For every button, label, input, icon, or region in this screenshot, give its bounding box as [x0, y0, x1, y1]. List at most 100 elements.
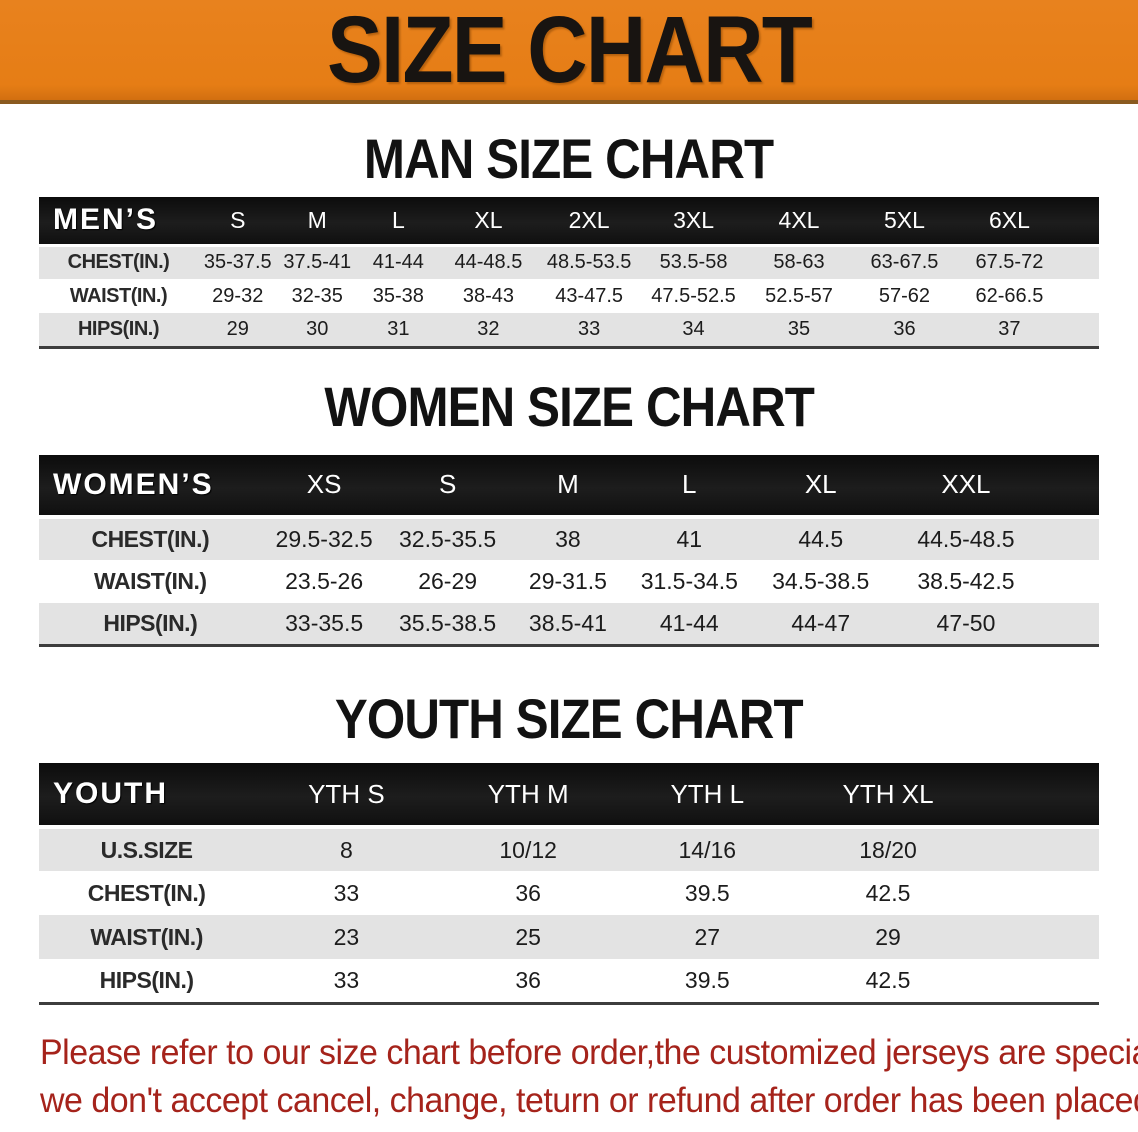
- youth-size-chart-heading: YOUTH SIZE CHART: [0, 691, 1138, 747]
- value-cell: 53.5-58: [659, 251, 728, 274]
- table-header-row: MEN’S S M L XL 2XL 3XL 4XL 5XL 6XL: [39, 197, 1099, 247]
- value-cell: 35-37.5: [203, 251, 272, 274]
- size-chart-banner: SIZE CHART: [0, 0, 1138, 104]
- filler-cell: [1062, 279, 1099, 313]
- size-header-cell: YTH XL: [796, 763, 980, 829]
- filler-cell: [1042, 560, 1099, 603]
- value-cell: 31.5-34.5: [640, 567, 738, 594]
- filler-cell: [1041, 454, 1099, 519]
- table-title-cell: WOMEN’S: [39, 454, 262, 519]
- size-header-cell: YTH S: [254, 763, 439, 829]
- value-cell: 36: [515, 966, 541, 993]
- table-header-row: WOMEN’S XS S M L XL XXL: [39, 454, 1099, 519]
- row-label-cell: CHEST(IN.): [67, 251, 170, 274]
- filler-cell: [979, 827, 1099, 871]
- value-cell: 35: [787, 317, 811, 340]
- table-row: WAIST(IN.) 23.5-26 26-29 29-31.5 31.5-34.5 34…: [39, 559, 1099, 603]
- value-cell: 29: [226, 317, 249, 340]
- value-cell: 36: [893, 317, 916, 340]
- value-cell: 32.5-35.5: [399, 525, 497, 552]
- value-cell: 18/20: [859, 836, 917, 863]
- value-cell: 29-32: [212, 284, 264, 307]
- value-cell: 37: [998, 317, 1021, 340]
- value-cell: 35.5-38.5: [399, 609, 497, 636]
- size-header-cell: XL: [751, 454, 891, 519]
- value-cell: 41: [676, 525, 703, 552]
- filler-cell: [979, 763, 1099, 829]
- size-header-cell: YTH L: [617, 763, 797, 829]
- table-row: U.S.SIZE 8 10/12 14/16 18/20: [39, 827, 1099, 871]
- size-header-cell: M: [277, 197, 357, 247]
- row-label-cell: WAIST(IN.): [69, 284, 168, 307]
- table-row: HIPS(IN.) 29 30 31 32 33 34 35 36 37: [39, 313, 1099, 347]
- value-cell: 48.5-53.5: [546, 251, 632, 274]
- value-cell: 38.5-41: [528, 609, 607, 636]
- order-policy-line-2: we don't accept cancel, change, teturn o…: [40, 1080, 1138, 1120]
- value-cell: 39.5: [684, 966, 730, 993]
- size-header-cell: L: [357, 197, 440, 247]
- value-cell: 62-66.5: [975, 284, 1044, 307]
- value-cell: 57-62: [878, 284, 931, 307]
- row-label-cell: HIPS(IN.): [103, 609, 198, 636]
- value-cell: 43-47.5: [555, 284, 624, 307]
- size-header-cell: XXL: [890, 454, 1042, 519]
- women-size-table: WOMEN’S XS S M L XL XXL CHEST(IN.) 29.5-32.5 32.5…: [39, 454, 1099, 647]
- size-header-cell: 5XL: [852, 197, 957, 247]
- size-header-cell: 2XL: [537, 197, 642, 247]
- value-cell: 41-44: [659, 609, 719, 636]
- size-header-cell: XS: [261, 454, 387, 519]
- value-cell: 33: [333, 879, 360, 906]
- value-cell: 10/12: [499, 836, 557, 863]
- value-cell: 67.5-72: [975, 251, 1044, 274]
- women-size-chart-heading-text: WOMEN SIZE CHART: [324, 374, 815, 438]
- filler-cell: [979, 959, 1099, 1003]
- row-label-cell: U.S.SIZE: [100, 836, 193, 863]
- size-header-cell: M: [508, 454, 628, 519]
- row-label-cell: CHEST(IN.): [87, 879, 206, 906]
- row-label-cell: HIPS(IN.): [77, 317, 160, 340]
- row-label-cell: WAIST(IN.): [90, 923, 203, 950]
- value-cell: 8: [339, 836, 353, 863]
- row-label-cell: WAIST(IN.): [94, 567, 207, 594]
- value-cell: 63-67.5: [870, 251, 939, 274]
- value-cell: 44.5-48.5: [917, 525, 1015, 552]
- value-cell: 38.5-42.5: [917, 567, 1015, 594]
- row-label-cell: HIPS(IN.): [99, 966, 194, 993]
- table-title-cell: MEN’S: [39, 197, 198, 247]
- table-row: CHEST(IN.) 29.5-32.5 32.5-35.5 38 41 44.5 44.5…: [39, 516, 1099, 560]
- table-row: HIPS(IN.) 33 36 39.5 42.5: [39, 959, 1099, 1003]
- value-cell: 58-63: [773, 251, 825, 274]
- filler-cell: [1061, 197, 1099, 247]
- size-header-cell: S: [198, 197, 278, 247]
- filler-cell: [1042, 603, 1099, 646]
- size-header-cell: S: [386, 454, 509, 519]
- row-label-cell: CHEST(IN.): [91, 525, 210, 552]
- value-cell: 38: [555, 525, 581, 552]
- value-cell: 34: [682, 317, 705, 340]
- table-row: CHEST(IN.) 33 36 39.5 42.5: [39, 871, 1099, 915]
- value-cell: 29: [875, 923, 901, 950]
- value-cell: 35-38: [372, 284, 424, 307]
- value-cell: 52.5-57: [765, 284, 833, 307]
- table-row: HIPS(IN.) 33-35.5 35.5-38.5 38.5-41 41-44 44-…: [39, 602, 1099, 646]
- order-policy-line-1: Please refer to our size chart before or…: [40, 1032, 1138, 1072]
- table-title-cell: YOUTH: [39, 763, 255, 829]
- size-header-cell: L: [627, 454, 752, 519]
- value-cell: 42.5: [865, 879, 911, 906]
- value-cell: 41-44: [372, 251, 424, 274]
- size-header-cell: 4XL: [746, 197, 852, 247]
- men-size-table: MEN’S S M L XL 2XL 3XL 4XL 5XL 6XL CHEST(IN.) 35-37…: [39, 197, 1099, 349]
- filler-cell: [1062, 313, 1099, 347]
- value-cell: 25: [515, 923, 541, 950]
- filler-cell: [979, 871, 1099, 915]
- value-cell: 47.5-52.5: [651, 284, 736, 307]
- value-cell: 37.5-41: [283, 251, 352, 274]
- value-cell: 23.5-26: [285, 567, 364, 594]
- value-cell: 34.5-38.5: [772, 567, 870, 594]
- value-cell: 26-29: [418, 567, 478, 594]
- value-cell: 29.5-32.5: [275, 525, 373, 552]
- table-row: WAIST(IN.) 23 25 27 29: [39, 915, 1099, 959]
- value-cell: 31: [387, 317, 410, 340]
- youth-size-table: YOUTH YTH S YTH M YTH L YTH XL U.S.SIZE 8 10/12…: [39, 763, 1099, 1005]
- order-policy-note: Please refer to our size chart before or…: [40, 1029, 1138, 1125]
